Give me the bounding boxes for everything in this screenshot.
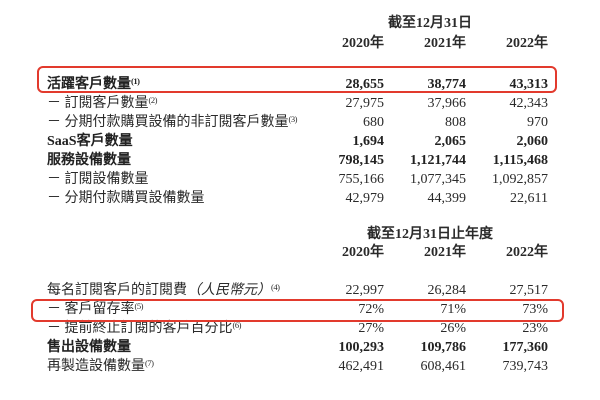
period-header-row: 截至12月31日 [47, 12, 548, 32]
row-label: 每名訂閱客戶的訂閱費（人民幣元）(4) [47, 282, 280, 298]
row-subscription-customers: － 訂閱客戶數量(2) 27,975 37,966 42,343 [47, 94, 548, 113]
row-early-termination-percentage: － 提前終止訂閱的客戶百分比(6) 27% 26% 23% [47, 319, 548, 338]
spacer-cell [47, 226, 302, 243]
row-label: － 分期付款購買設備數量 [47, 191, 205, 206]
value-2021: 26% [440, 321, 466, 336]
row-label: SaaS客戶數量 [47, 134, 133, 149]
row-label: 售出設備數量 [47, 340, 131, 355]
value-2020: 27,975 [345, 96, 385, 111]
value-2021: 1,121,744 [410, 153, 466, 168]
row-label: － 提前終止訂閱的客戶百分比(6) [47, 320, 242, 336]
spacer-cell [47, 243, 302, 262]
row-devices-sold: 售出設備數量 100,293 109,786 177,360 [47, 338, 548, 357]
year-column-header-2020: 2020年 [342, 245, 384, 260]
row-label: 活躍客戶數量(1) [47, 76, 140, 92]
row-label: － 分期付款購買設備的非訂閱客戶數量(3) [47, 114, 298, 130]
value-2022: 739,743 [502, 359, 549, 374]
year-column-header-2021: 2021年 [424, 36, 466, 51]
currency-note: （人民幣元） [187, 283, 271, 298]
footnote-marker: (5) [134, 301, 144, 311]
row-active-customers: 活躍客戶數量(1) 28,655 38,774 43,313 [47, 75, 548, 94]
year-column-header-2022: 2022年 [506, 245, 549, 260]
row-subscription-fee-per-customer: 每名訂閱客戶的訂閱費（人民幣元）(4) 22,997 26,284 27,517 [47, 281, 548, 300]
value-2021: 608,461 [420, 359, 467, 374]
value-2022: 43,313 [509, 77, 549, 92]
footnote-marker: (3) [288, 114, 298, 124]
highlight-box-active-customers [37, 66, 557, 93]
value-2020: 72% [358, 302, 384, 317]
year-column-header-2021: 2021年 [424, 245, 466, 260]
row-label: － 訂閱客戶數量(2) [47, 95, 158, 111]
value-2020: 798,145 [338, 153, 385, 168]
value-2022: 73% [522, 302, 549, 317]
footnote-marker: (4) [271, 282, 280, 292]
value-2021: 37,966 [427, 96, 467, 111]
value-2022: 2,060 [516, 134, 549, 149]
value-2021: 71% [440, 302, 466, 317]
value-2020: 1,694 [352, 134, 385, 149]
value-2022: 1,092,857 [492, 172, 549, 187]
year-column-header-2022: 2022年 [506, 36, 549, 51]
value-2021: 44,399 [427, 191, 467, 206]
row-installment-purchase-devices: － 分期付款購買設備數量 42,979 44,399 22,611 [47, 189, 548, 208]
value-2022: 42,343 [509, 96, 549, 111]
value-2020: 100,293 [338, 340, 385, 355]
value-2022: 177,360 [502, 340, 549, 355]
value-2021: 26,284 [427, 283, 467, 298]
row-label: 再製造設備數量(7) [47, 358, 154, 374]
highlight-box-retention-rate [31, 299, 564, 322]
period-header: 截至12月31日止年度 [367, 227, 493, 242]
spacer-cell [47, 12, 302, 32]
value-2020: 28,655 [345, 77, 385, 92]
year-header-row: 2020年 2021年 2022年 [47, 32, 548, 53]
value-2021: 1,077,345 [410, 172, 466, 187]
value-2022: 27,517 [509, 283, 549, 298]
value-2022: 23% [522, 321, 549, 336]
year-header-row: 2020年 2021年 2022年 [47, 243, 548, 262]
value-2020: 680 [363, 115, 384, 130]
year-column-header-2020: 2020年 [342, 36, 384, 51]
row-customer-retention-rate: － 客戶留存率(5) 72% 71% 73% [47, 300, 548, 319]
value-2022: 1,115,468 [492, 153, 549, 168]
spacer-row [47, 262, 548, 281]
row-devices-in-service: 服務設備數量 798,145 1,121,744 1,115,468 [47, 151, 548, 170]
value-2021: 2,065 [434, 134, 467, 149]
value-2020: 27% [358, 321, 384, 336]
value-2020: 22,997 [345, 283, 385, 298]
row-subscription-devices: － 訂閱設備數量 755,166 1,077,345 1,092,857 [47, 170, 548, 189]
value-2022: 970 [527, 115, 549, 130]
value-2021: 109,786 [420, 340, 467, 355]
table-operating-counts: 截至12月31日 2020年 2021年 2022年 活躍客戶數量(1) 28,… [47, 12, 548, 208]
value-2021: 808 [445, 115, 466, 130]
footnote-marker: (1) [131, 76, 140, 86]
row-installment-non-subscription-customers: － 分期付款購買設備的非訂閱客戶數量(3) 680 808 970 [47, 113, 548, 132]
value-2020: 755,166 [338, 172, 385, 187]
period-header: 截至12月31日 [388, 16, 472, 31]
spacer-cell [47, 32, 302, 53]
table-yearly-metrics: 截至12月31日止年度 2020年 2021年 2022年 每名訂閱客戶的訂閱費… [47, 226, 548, 376]
period-header-row: 截至12月31日止年度 [47, 226, 548, 243]
value-2020: 42,979 [345, 191, 385, 206]
footnote-marker: (2) [148, 95, 158, 105]
row-remanufactured-devices: 再製造設備數量(7) 462,491 608,461 739,743 [47, 357, 548, 376]
footnote-marker: (7) [145, 358, 154, 368]
row-label: － 訂閱設備數量 [47, 172, 149, 187]
value-2020: 462,491 [338, 359, 385, 374]
value-2022: 22,611 [510, 191, 549, 206]
footnote-marker: (6) [232, 320, 242, 330]
row-label: 服務設備數量 [47, 153, 131, 168]
row-saas-customers: SaaS客戶數量 1,694 2,065 2,060 [47, 132, 548, 151]
row-label: － 客戶留存率(5) [47, 301, 144, 317]
value-2021: 38,774 [427, 77, 467, 92]
financial-tables: 截至12月31日 2020年 2021年 2022年 活躍客戶數量(1) 28,… [47, 12, 548, 376]
